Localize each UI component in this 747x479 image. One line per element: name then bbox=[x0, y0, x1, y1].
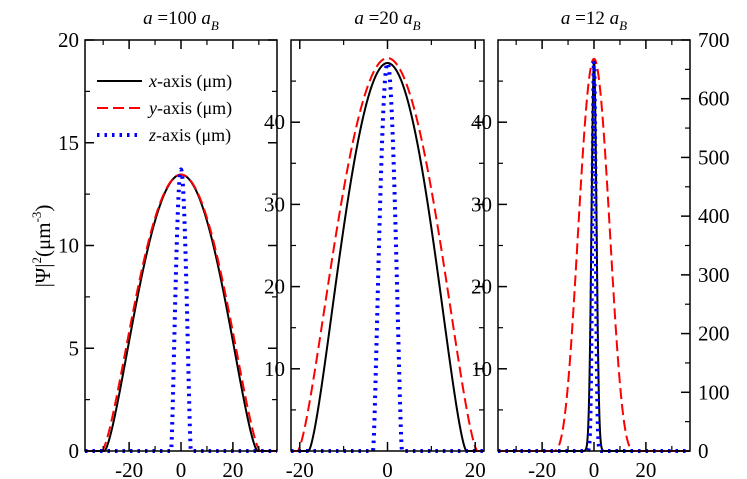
x-tick-label: -20 bbox=[528, 458, 556, 479]
panel-2-title: a =20 aB bbox=[354, 8, 420, 33]
x-tick-label: 0 bbox=[176, 458, 187, 479]
y-tick-label: 0 bbox=[69, 439, 80, 463]
x-tick-label: 20 bbox=[222, 458, 243, 479]
panel-2-curves bbox=[289, 57, 486, 453]
right-y-tick-label: 500 bbox=[698, 145, 730, 169]
title-value: =20 bbox=[364, 8, 403, 29]
title-var: a bbox=[354, 8, 364, 29]
legend-label: z-axis (μm) bbox=[148, 125, 231, 146]
legend-var: x bbox=[148, 71, 157, 91]
legend-label: x-axis (μm) bbox=[148, 71, 232, 92]
panel-1-curves bbox=[83, 167, 279, 453]
right-y-tick-label: 400 bbox=[698, 204, 730, 228]
y-tick-label: 5 bbox=[69, 336, 80, 360]
y-tick-label: 20 bbox=[58, 28, 79, 52]
title-subscript: B bbox=[211, 18, 219, 33]
legend-text: -axis (μm) bbox=[156, 125, 231, 146]
y-tick-label: 10 bbox=[471, 357, 492, 381]
title-value: =12 bbox=[570, 8, 609, 29]
y-tick-label: 10 bbox=[58, 234, 79, 258]
legend-var: y bbox=[147, 98, 157, 118]
y-tick-label: 20 bbox=[264, 275, 285, 299]
y-tick-label: 20 bbox=[471, 275, 492, 299]
ylabel-sup: 2 bbox=[29, 257, 44, 264]
ylabel-unit: (μm bbox=[31, 222, 55, 257]
panel-3-curves bbox=[496, 57, 692, 453]
ylabel-close: ) bbox=[31, 205, 55, 212]
y-tick-label: 15 bbox=[58, 131, 79, 155]
right-y-tick-label: 0 bbox=[698, 439, 709, 463]
y-tick-label: 10 bbox=[264, 357, 285, 381]
x-tick-label: 20 bbox=[635, 458, 656, 479]
x-tick-label: -20 bbox=[286, 458, 314, 479]
title-var: a bbox=[561, 8, 571, 29]
legend-var: z bbox=[148, 125, 156, 145]
title-value: =100 bbox=[153, 8, 202, 29]
x-tick-label: -20 bbox=[115, 458, 143, 479]
title-var: a bbox=[143, 8, 153, 29]
title-unit: a bbox=[403, 8, 413, 29]
ylabel-psi: |Ψ| bbox=[31, 264, 55, 288]
legend: x-axis (μm)y-axis (μm)z-axis (μm) bbox=[97, 71, 232, 146]
series-solid-x-panel-2 bbox=[290, 62, 485, 452]
legend-text: -axis (μm) bbox=[157, 98, 232, 119]
ylabel-exp: -3 bbox=[29, 212, 44, 223]
title-subscript: B bbox=[413, 18, 421, 33]
panel-3-frame bbox=[497, 39, 691, 452]
title-subscript: B bbox=[619, 18, 627, 33]
x-tick-label: 0 bbox=[589, 458, 600, 479]
y-tick-label: 30 bbox=[264, 192, 285, 216]
y-tick-label: 30 bbox=[471, 192, 492, 216]
series-dotted-z-panel-3 bbox=[496, 59, 692, 453]
legend-text: -axis (μm) bbox=[157, 71, 232, 92]
legend-label: y-axis (μm) bbox=[147, 98, 232, 119]
panel-3-title: a =12 aB bbox=[561, 8, 627, 33]
panel-2-frame bbox=[290, 39, 485, 452]
right-y-tick-label: 700 bbox=[698, 28, 730, 52]
series-dotted-z-panel-1 bbox=[83, 167, 279, 453]
y-axis-label: |Ψ|2(μm-3) bbox=[29, 205, 55, 288]
series-solid-x-panel-1 bbox=[84, 173, 278, 452]
x-tick-label: 0 bbox=[382, 458, 393, 479]
panel-1-title: a =100 aB bbox=[143, 8, 219, 33]
right-y-tick-label: 200 bbox=[698, 322, 730, 346]
y-tick-label: 40 bbox=[264, 110, 285, 134]
right-y-tick-label: 100 bbox=[698, 380, 730, 404]
series-dashed-y-panel-1 bbox=[84, 173, 278, 452]
right-y-tick-label: 600 bbox=[698, 87, 730, 111]
x-tick-label: 20 bbox=[465, 458, 486, 479]
title-unit: a bbox=[610, 8, 620, 29]
title-unit: a bbox=[201, 8, 211, 29]
right-y-tick-label: 300 bbox=[698, 263, 730, 287]
y-tick-label: 40 bbox=[471, 110, 492, 134]
